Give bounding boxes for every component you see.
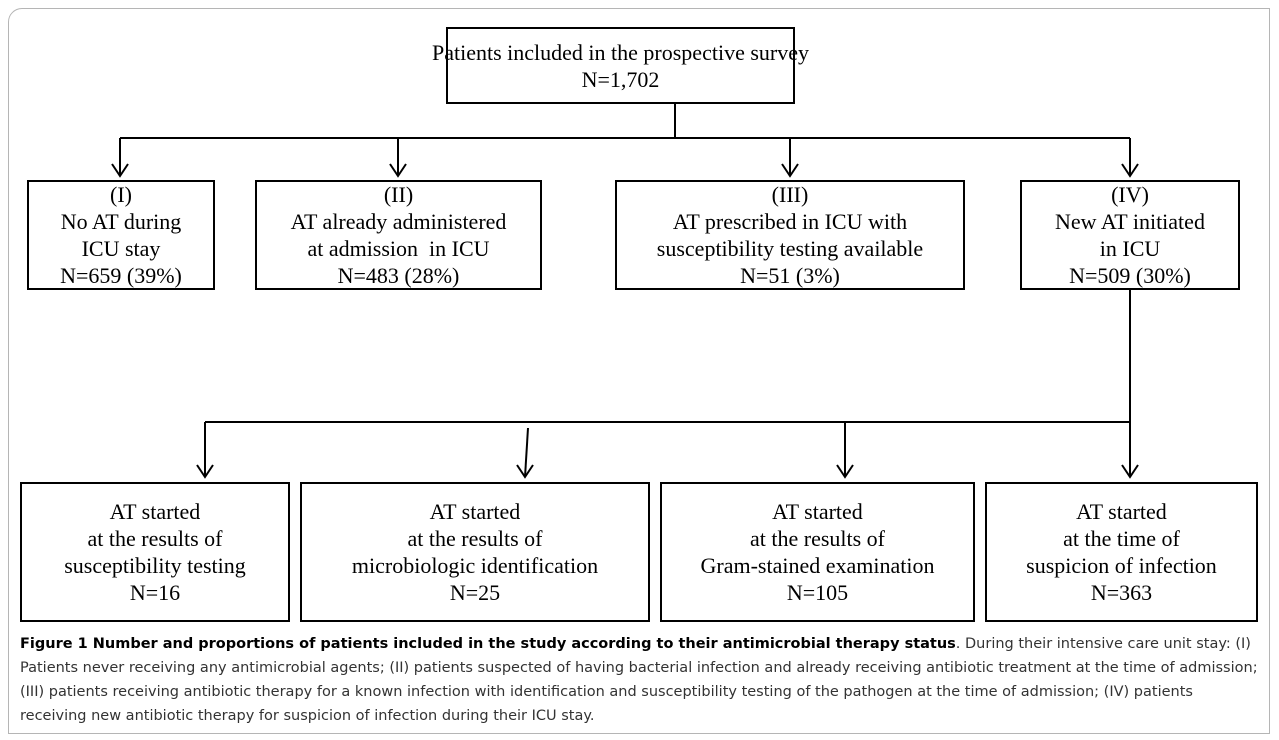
box-line: AT started [109,499,201,524]
box-line: suspicion of infection [1026,553,1217,578]
box-line: microbiologic identification [351,553,599,578]
group-box: (IV) New AT initiated in ICU N=509 (30%) [1020,180,1240,290]
box-line: Patients included in the prospective sur… [432,39,809,65]
subgroup-box: AT started at the time of suspicion of inf… [985,482,1258,622]
root-box: Patients included in the prospective sur… [432,27,809,104]
box-line: New AT initiated [1055,209,1205,234]
box-line: N=25 [449,580,501,605]
box-line: N=509 (30%) [1069,263,1191,288]
box-line: Gram-stained examination [700,553,935,578]
box-line: (I) [110,182,132,207]
box-line: AT started [429,499,521,524]
box-line: in ICU [1099,236,1161,261]
box-line: AT already administered [290,209,507,234]
box-line: susceptibility testing [64,553,246,578]
box-line: at admission in ICU [307,236,490,261]
box-line: N=1,702 [581,66,660,92]
box-line: at the results of [749,526,886,551]
box-line: AT started [772,499,863,524]
box-line: N=51 (3%) [740,263,840,288]
box-line: N=363 [1090,580,1153,605]
box-line: (IV) [1111,182,1149,207]
caption-text: . During their intensive care unit stay:… [20,636,1258,724]
box-line: susceptibility testing available [656,236,924,261]
caption-title: Figure 1 Number and proportions of patie… [20,636,956,652]
box-line: No AT during [60,209,182,234]
subgroup-box: AT started at the results of microbiologic… [300,482,650,622]
box-line: N=16 [129,580,181,605]
group-box: (II) AT already administered at admission … [255,180,542,290]
subgroup-box: AT started at the results of susceptibilit… [20,482,290,622]
group-box: (III) AT prescribed in ICU with susceptibi… [615,180,965,290]
box-line: AT prescribed in ICU with [672,209,908,234]
box-line: N=105 [786,580,849,605]
box-line: ICU stay [81,236,161,261]
box-line: AT started [1076,499,1167,524]
box-line: at the time of [1063,526,1180,551]
box-line: (III) [771,182,809,207]
group-box: (I) No AT during ICU stay N=659 (39%) [27,180,215,290]
box-line: N=659 (39%) [60,263,182,288]
box-line: N=483 (28%) [337,263,460,288]
subgroup-box: AT started at the results of Gram-stained … [660,482,975,622]
figure-frame [8,8,1270,734]
box-line: (II) [383,182,414,207]
figure-caption: Figure 1 Number and proportions of patie… [20,632,1260,728]
box-line: at the results of [87,526,223,551]
box-line: at the results of [407,526,543,551]
